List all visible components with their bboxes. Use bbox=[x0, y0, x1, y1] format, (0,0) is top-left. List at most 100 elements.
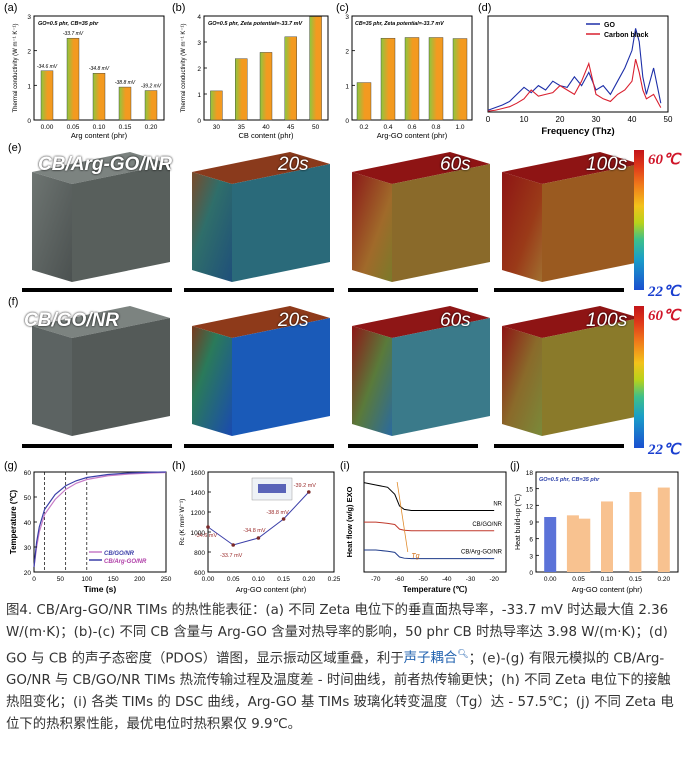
bar-j-1 bbox=[566, 515, 579, 572]
panel-i: (i) NR CB/GO/NR CB/Arg-GO/NR Tg -70 -60 -50 -40… bbox=[340, 460, 510, 600]
y-tick-label-b-1: 1 bbox=[197, 92, 201, 99]
x-tick-label-a-4: 0.20 bbox=[145, 124, 158, 131]
legend-label-d-0: GO bbox=[604, 22, 615, 29]
x-tick-label-h-3: 0.15 bbox=[277, 576, 290, 583]
y-tick-label-g-4: 60 bbox=[24, 470, 32, 477]
series-line-i-0 bbox=[363, 482, 495, 512]
scale-bar-e-1 bbox=[184, 288, 334, 292]
caption-link-phonon-coupling[interactable]: 声子耦合🔍︎ bbox=[403, 650, 469, 667]
panel-label-g: (g) bbox=[4, 460, 18, 472]
bar-a-1 bbox=[66, 37, 80, 121]
panel-label-c: (c) bbox=[336, 2, 349, 14]
bar-b-1 bbox=[235, 58, 248, 121]
x-axis-label-a: Arg content (phr) bbox=[71, 131, 128, 140]
y-tick-label-a-2: 2 bbox=[27, 49, 31, 56]
series-line-i-2 bbox=[364, 549, 495, 560]
x-tick-label-a-3: 0.15 bbox=[119, 124, 132, 131]
panel-f: (f) CB/GO/NR 20s 60s 100s bbox=[8, 296, 680, 458]
y-tick-label-b-3: 3 bbox=[197, 40, 201, 47]
inset-sample-h bbox=[258, 484, 286, 493]
x-tick-label-b-0: 30 bbox=[213, 124, 221, 131]
x-tick-label-b-3: 45 bbox=[287, 124, 295, 131]
chart-c: CB=35 phr, Zeta potential=-33.7 mV 0.2 0.4… bbox=[345, 14, 473, 140]
bar-c-3 bbox=[428, 37, 444, 121]
bar-c-0 bbox=[356, 82, 372, 121]
panel-j: (j) GO=0.5 phr, CB=35 phr 0.00 0.05 0.10 0.1… bbox=[510, 460, 684, 600]
x-tick-label-a-0: 0.00 bbox=[41, 124, 54, 131]
y-axis-label-g: Temperature (℃) bbox=[9, 489, 18, 554]
y-tick-label-c-2: 2 bbox=[345, 49, 349, 56]
data-label-h-1: -33.7 mV bbox=[220, 553, 243, 559]
x-tick-label-h-4: 0.20 bbox=[302, 576, 315, 583]
x-axis-label-b: CB content (phr) bbox=[238, 131, 294, 140]
y-tick-label-a-3: 3 bbox=[27, 14, 31, 21]
x-tick-label-b-1: 35 bbox=[238, 124, 246, 131]
bar-j-5 bbox=[657, 487, 670, 572]
sample-label-f: CB/GO/NR bbox=[24, 310, 119, 331]
scale-bar-e-0 bbox=[22, 288, 172, 292]
axes-frame-h bbox=[207, 471, 335, 573]
y-tick-label-j-6: 18 bbox=[526, 470, 534, 477]
series-line-d-0 bbox=[487, 28, 662, 111]
x-tick-label-i-1: -60 bbox=[395, 576, 405, 583]
x-tick-label-d-3: 30 bbox=[592, 115, 601, 124]
x-axis-label-j: Arg-GO content (phr) bbox=[572, 585, 643, 594]
cube-f-2 bbox=[352, 306, 490, 436]
y-axis-label-a: Thermal conductivity (W m⁻¹ K⁻¹) bbox=[13, 23, 19, 112]
panel-label-i: (i) bbox=[340, 460, 350, 472]
bar-a-0 bbox=[40, 70, 54, 121]
x-tick-label-a-2: 0.10 bbox=[93, 124, 106, 131]
bar-c-1 bbox=[380, 37, 396, 121]
y-tick-label-b-0: 0 bbox=[197, 118, 201, 125]
scale-bar-f-2 bbox=[348, 444, 478, 448]
x-tick-label-b-2: 40 bbox=[262, 124, 270, 131]
bar-b-4 bbox=[309, 16, 322, 121]
series-line-g-0 bbox=[33, 471, 167, 568]
series-label-i-2: CB/Arg-GO/NR bbox=[461, 550, 503, 556]
bar-b-3 bbox=[284, 36, 298, 121]
bar-b-2 bbox=[259, 52, 273, 121]
x-tick-label-h-1: 0.05 bbox=[227, 576, 240, 583]
x-tick-label-h-2: 0.10 bbox=[252, 576, 265, 583]
time-label-f-20s: 20s bbox=[278, 310, 309, 331]
time-label-e-20s: 20s bbox=[278, 154, 309, 175]
x-tick-label-d-0: 0 bbox=[486, 115, 491, 124]
data-label-h-0: -34.6 mV bbox=[195, 533, 218, 539]
data-point-h-3 bbox=[281, 517, 286, 521]
cube-f-3 bbox=[502, 306, 640, 436]
chart-title-c: CB=35 phr, Zeta potential=-33.7 mV bbox=[355, 21, 444, 27]
x-tick-label-i-0: -70 bbox=[371, 576, 381, 583]
bar-a-2 bbox=[92, 72, 106, 121]
data-point-h-2 bbox=[256, 536, 261, 540]
x-tick-label-j-4: 0.20 bbox=[657, 576, 670, 583]
series-line-g-1 bbox=[33, 471, 167, 568]
bar-a-3 bbox=[118, 86, 132, 121]
y-tick-label-c-3: 3 bbox=[345, 14, 349, 21]
bar-j-3 bbox=[601, 501, 613, 572]
series-label-i-1: CB/GO/NR bbox=[472, 522, 502, 528]
y-tick-label-j-3: 9 bbox=[529, 520, 533, 527]
x-tick-label-a-1: 0.05 bbox=[67, 124, 80, 131]
caption-link-text[interactable]: 声子耦合 bbox=[403, 651, 458, 667]
x-tick-label-h-5: 0.25 bbox=[328, 576, 340, 583]
caption-text-1: 图4. CB/Arg-GO/NR TIMs 的热性能表征：(a) 不同 Zeta… bbox=[6, 603, 669, 667]
y-tick-label-j-4: 12 bbox=[526, 503, 534, 510]
scale-bar-e-2 bbox=[348, 288, 478, 292]
panel-d: (d) GO Carbon black 0 10 20 30 40 50 Frequency (… bbox=[478, 2, 684, 142]
x-tick-label-c-0: 0.2 bbox=[359, 124, 368, 131]
panel-b: (b) GO=0.5 phr, Zeta potential=-33.7 mV 3… bbox=[172, 2, 334, 142]
bar-a-4 bbox=[144, 90, 158, 121]
panel-label-h: (h) bbox=[172, 460, 186, 472]
panel-label-e: (e) bbox=[8, 142, 22, 154]
cube-e-2 bbox=[352, 152, 490, 282]
x-tick-label-g-0: 0 bbox=[32, 576, 36, 583]
bar-b-0 bbox=[210, 90, 223, 121]
legend-label-g-1: CB/Arg-GO/NR bbox=[104, 559, 147, 565]
y-axis-label-b: Thermal conductivity (W m⁻¹ K⁻¹) bbox=[181, 23, 187, 112]
data-label-h-3: -38.8 mV bbox=[266, 510, 289, 516]
x-tick-label-j-1: 0.05 bbox=[572, 576, 585, 583]
x-tick-label-d-5: 50 bbox=[664, 115, 673, 124]
cube-e-3 bbox=[502, 152, 640, 282]
y-axis-label-i: Heat flow (w/g) EXO bbox=[345, 486, 354, 557]
